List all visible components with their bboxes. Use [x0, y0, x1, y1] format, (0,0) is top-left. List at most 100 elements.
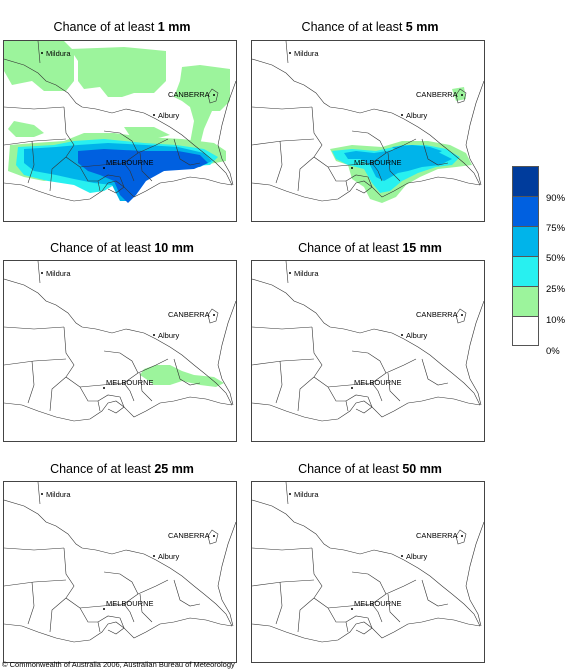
legend-swatch-75 — [512, 196, 539, 226]
town-label-mildura: Mildura — [46, 49, 71, 58]
town-marker — [351, 608, 353, 610]
town-marker — [213, 94, 215, 96]
boundary-line — [27, 581, 35, 625]
boundary-line — [123, 162, 135, 182]
legend-label-0: 0% — [546, 346, 560, 357]
town-marker — [289, 493, 291, 495]
boundary-line — [79, 607, 98, 623]
town-label-albury: Albury — [158, 331, 180, 340]
boundary-line — [387, 593, 401, 623]
town-marker — [213, 314, 215, 316]
boundary-line — [252, 579, 315, 587]
town-marker — [461, 94, 463, 96]
legend-label-10: 10% — [546, 315, 566, 326]
boundary-line — [37, 41, 41, 64]
boundary-line — [275, 140, 283, 184]
boundary-line — [252, 358, 315, 366]
panel-title-1mm: Chance of at least 1 mm — [53, 20, 191, 34]
probability-legend — [512, 166, 540, 346]
map-panel-15mm: Mildura CANBERRA Albury MELBOURNE — [251, 260, 485, 442]
panel-title-5mm: Chance of at least 5 mm — [301, 20, 439, 34]
town-label-mildura: Mildura — [294, 49, 319, 58]
boundary-line — [252, 138, 315, 146]
boundary-line — [4, 278, 233, 406]
town-marker — [213, 535, 215, 537]
map-svg: Mildura CANBERRA Albury MELBOURNE — [252, 41, 484, 203]
town-label-albury: Albury — [406, 111, 428, 120]
boundary-line — [311, 106, 329, 168]
boundary-line — [103, 130, 139, 154]
boundary-line — [49, 597, 67, 633]
boundary-line — [465, 521, 484, 627]
boundary-line — [4, 58, 233, 186]
town-label-melbourne: MELBOURNE — [106, 378, 154, 387]
town-marker — [461, 535, 463, 537]
boundary-line — [252, 176, 481, 202]
legend-label-50: 50% — [546, 253, 566, 264]
town-marker — [153, 555, 155, 557]
boundary-line — [49, 376, 67, 412]
legend-swatch-0 — [512, 316, 539, 346]
town-label-mildura: Mildura — [294, 490, 319, 499]
boundary-line — [297, 597, 315, 633]
town-marker — [401, 334, 403, 336]
boundary-line — [79, 166, 98, 182]
boundary-line — [371, 162, 383, 182]
town-marker — [41, 493, 43, 495]
town-label-canberra: CANBERRA — [416, 531, 458, 540]
map-svg: Mildura CANBERRA Albury MELBOURNE — [4, 261, 236, 422]
boundary-line — [4, 358, 67, 366]
town-marker — [41, 272, 43, 274]
boundary-line — [327, 386, 346, 402]
town-marker — [289, 52, 291, 54]
boundary-line — [103, 350, 139, 374]
town-marker — [289, 272, 291, 274]
boundary-line — [327, 607, 346, 623]
town-label-canberra: CANBERRA — [168, 90, 210, 99]
boundary-line — [139, 372, 153, 402]
town-marker — [401, 114, 403, 116]
boundary-line — [252, 499, 481, 627]
boundary-line — [27, 140, 35, 184]
boundary-line — [123, 382, 135, 402]
boundary-line — [4, 579, 67, 587]
boundary-line — [4, 547, 65, 551]
boundary-line — [4, 176, 233, 202]
map-panel-5mm: Mildura CANBERRA Albury MELBOURNE — [251, 40, 485, 222]
boundary-line — [173, 579, 201, 607]
panel-title-50mm: Chance of at least 50 mm — [298, 462, 442, 476]
boundary-line — [63, 106, 81, 168]
boundary-line — [252, 617, 481, 643]
boundary-line — [252, 58, 481, 186]
town-marker — [153, 334, 155, 336]
town-marker — [461, 314, 463, 316]
legend-swatch-50 — [512, 226, 539, 256]
boundary-line — [252, 106, 313, 110]
boundary-line — [63, 326, 81, 388]
boundary-line — [217, 300, 236, 406]
boundary-line — [421, 579, 449, 607]
boundary-line — [455, 308, 467, 324]
legend-swatch-25 — [512, 256, 539, 286]
probability-area — [4, 41, 74, 91]
boundary-line — [351, 571, 387, 595]
boundary-line — [27, 360, 35, 404]
boundary-line — [252, 547, 313, 551]
boundary-line — [103, 571, 139, 595]
copyright-notice: © Commonwealth of Australia 2006, Austra… — [2, 660, 235, 669]
boundary-line — [139, 593, 153, 623]
probability-area — [8, 121, 44, 137]
boundary-line — [421, 358, 449, 386]
boundary-line — [297, 156, 315, 192]
map-panel-25mm: Mildura CANBERRA Albury MELBOURNE — [3, 481, 237, 663]
boundary-line — [387, 372, 401, 402]
legend-label-90: 90% — [546, 193, 566, 204]
panel-title-25mm: Chance of at least 25 mm — [50, 462, 194, 476]
boundary-line — [297, 376, 315, 412]
town-label-canberra: CANBERRA — [416, 310, 458, 319]
boundary-line — [207, 529, 219, 545]
boundary-line — [123, 603, 135, 623]
town-marker — [103, 387, 105, 389]
boundary-line — [387, 152, 401, 182]
town-marker — [41, 52, 43, 54]
